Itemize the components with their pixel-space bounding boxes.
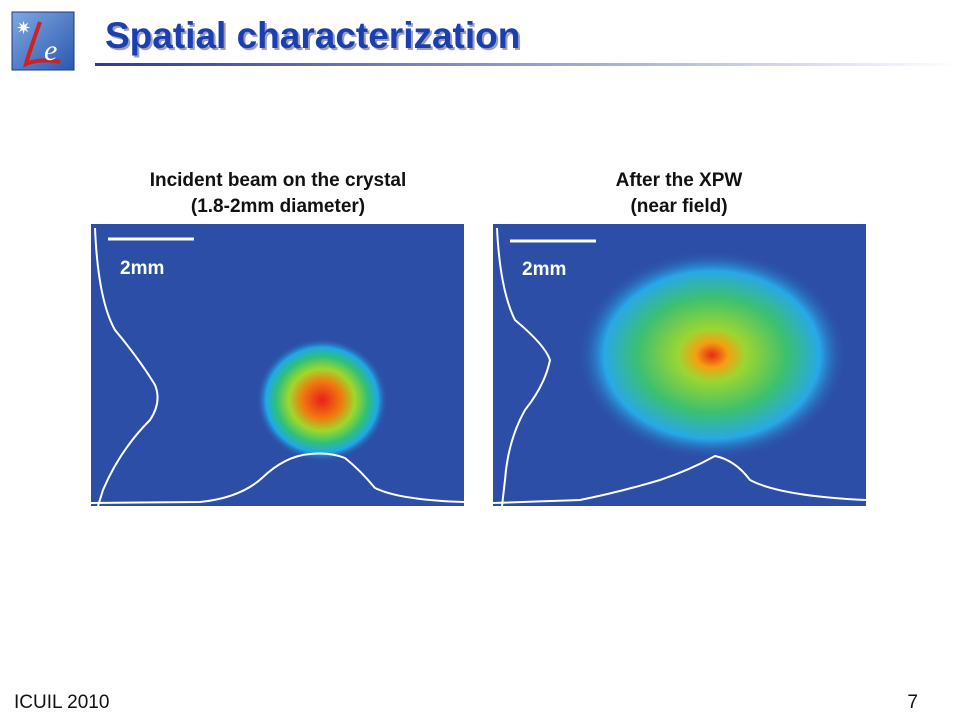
caption: After the XPW (616, 170, 743, 191)
svg-text:e: e (44, 34, 57, 67)
beam-image (492, 224, 867, 507)
title: Spatial characterization (105, 15, 520, 56)
caption: (1.8-2mm diameter) (191, 196, 365, 217)
caption: Incident beam on the crystal (150, 170, 407, 191)
title-shadow: Spatial characterization (107, 17, 522, 58)
beam-image (90, 224, 465, 507)
logo: e ✷ (11, 11, 75, 71)
svg-text:✷: ✷ (16, 18, 31, 38)
scale-label: 2mm (522, 259, 566, 280)
footer-left: ICUIL 2010 (14, 692, 109, 713)
caption: (near field) (630, 196, 727, 217)
title-rule (95, 63, 960, 66)
page-number: 7 (907, 692, 918, 713)
scale-label: 2mm (120, 258, 164, 279)
